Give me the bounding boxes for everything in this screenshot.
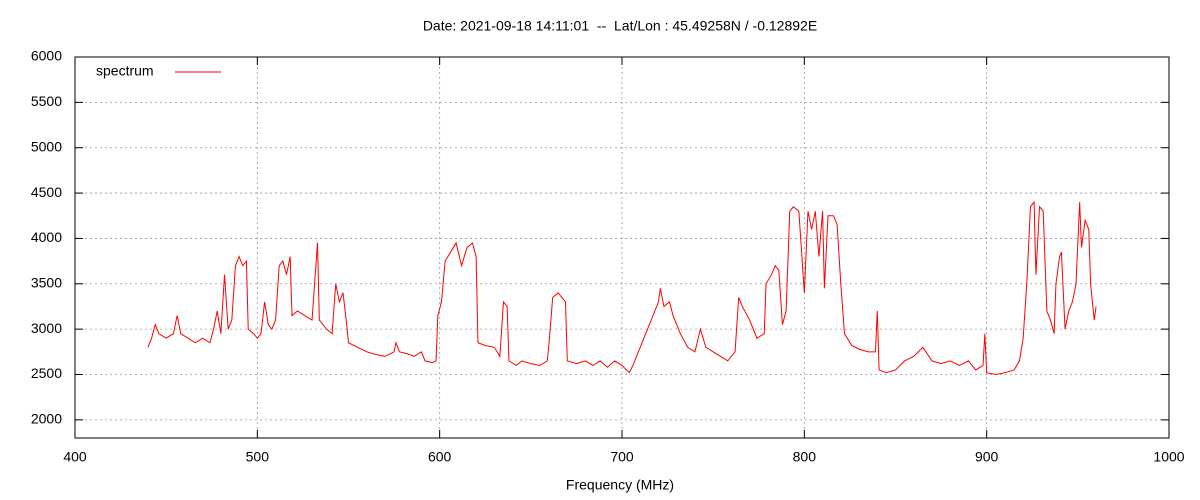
y-tick-label: 6000 (31, 48, 62, 64)
x-tick-label: 400 (63, 449, 87, 465)
chart-title: Date: 2021-09-18 14:11:01 -- Lat/Lon : 4… (423, 18, 817, 34)
plot-frame (74, 56, 1170, 439)
y-tick-label: 2000 (31, 411, 62, 427)
legend-label: spectrum (96, 63, 154, 79)
y-tick-label: 3500 (31, 274, 62, 290)
y-tick-label: 2500 (31, 365, 62, 381)
y-tick-label: 5500 (31, 93, 62, 109)
x-tick-label: 1000 (1153, 449, 1184, 465)
y-tick-label: 4000 (31, 229, 62, 245)
x-tick-label: 500 (246, 449, 270, 465)
x-tick-label: 900 (975, 449, 999, 465)
y-tick-label: 4500 (31, 184, 62, 200)
y-tick-label: 5000 (31, 138, 62, 154)
y-tick-label: 3000 (31, 320, 62, 336)
x-tick-label: 800 (793, 449, 817, 465)
x-tick-label: 700 (610, 449, 634, 465)
data-line (147, 200, 1097, 376)
x-tick-label: 600 (428, 449, 452, 465)
x-axis-label: Frequency (MHz) (566, 477, 674, 493)
